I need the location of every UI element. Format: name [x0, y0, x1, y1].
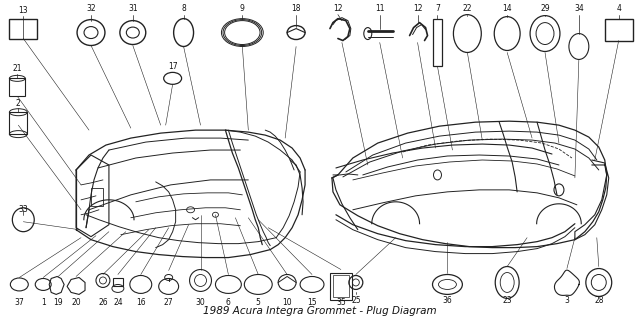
Text: 16: 16 [136, 298, 145, 307]
Text: 14: 14 [502, 4, 512, 13]
Text: 37: 37 [15, 298, 24, 307]
Text: 9: 9 [240, 4, 244, 13]
Text: 27: 27 [164, 298, 173, 307]
Text: 10: 10 [282, 298, 292, 307]
Text: 36: 36 [443, 296, 452, 305]
Text: 13: 13 [19, 6, 28, 15]
Text: 24: 24 [113, 298, 123, 307]
Text: 17: 17 [168, 62, 177, 71]
Text: 12: 12 [333, 4, 342, 13]
Text: 5: 5 [256, 298, 260, 307]
Text: 23: 23 [502, 296, 512, 305]
Bar [10, 112, 28, 134]
Text: 11: 11 [375, 4, 385, 13]
Bar [605, 19, 632, 41]
Text: 32: 32 [86, 4, 96, 13]
Text: 12: 12 [413, 4, 422, 13]
Text: 29: 29 [540, 4, 550, 13]
Text: 3: 3 [564, 296, 570, 305]
Text: 22: 22 [463, 4, 472, 13]
Text: 2: 2 [16, 99, 20, 108]
Text: 28: 28 [594, 296, 604, 305]
Text: 35: 35 [336, 298, 346, 307]
Text: 1: 1 [41, 298, 45, 307]
Text: 7: 7 [435, 4, 440, 13]
Bar [333, 276, 349, 297]
Text: 15: 15 [307, 298, 317, 307]
Text: 18: 18 [291, 4, 301, 13]
Text: 19: 19 [53, 298, 63, 307]
Text: 31: 31 [128, 4, 138, 13]
Text: 33: 33 [19, 205, 28, 214]
Text: 20: 20 [71, 298, 81, 307]
Text: 34: 34 [574, 4, 584, 13]
Text: 25: 25 [351, 296, 361, 305]
Text: 30: 30 [196, 298, 205, 307]
Bar [91, 188, 103, 206]
Text: 4: 4 [616, 4, 621, 13]
Text: 6: 6 [226, 298, 231, 307]
Bar [330, 272, 352, 300]
Bar [10, 19, 37, 39]
Bar [433, 19, 442, 66]
Bar [113, 278, 123, 286]
Text: 1989 Acura Integra Grommet - Plug Diagram: 1989 Acura Integra Grommet - Plug Diagra… [203, 306, 437, 316]
Text: 8: 8 [181, 4, 186, 13]
Text: 26: 26 [98, 298, 108, 307]
Bar [10, 78, 26, 96]
Text: 21: 21 [13, 64, 22, 73]
